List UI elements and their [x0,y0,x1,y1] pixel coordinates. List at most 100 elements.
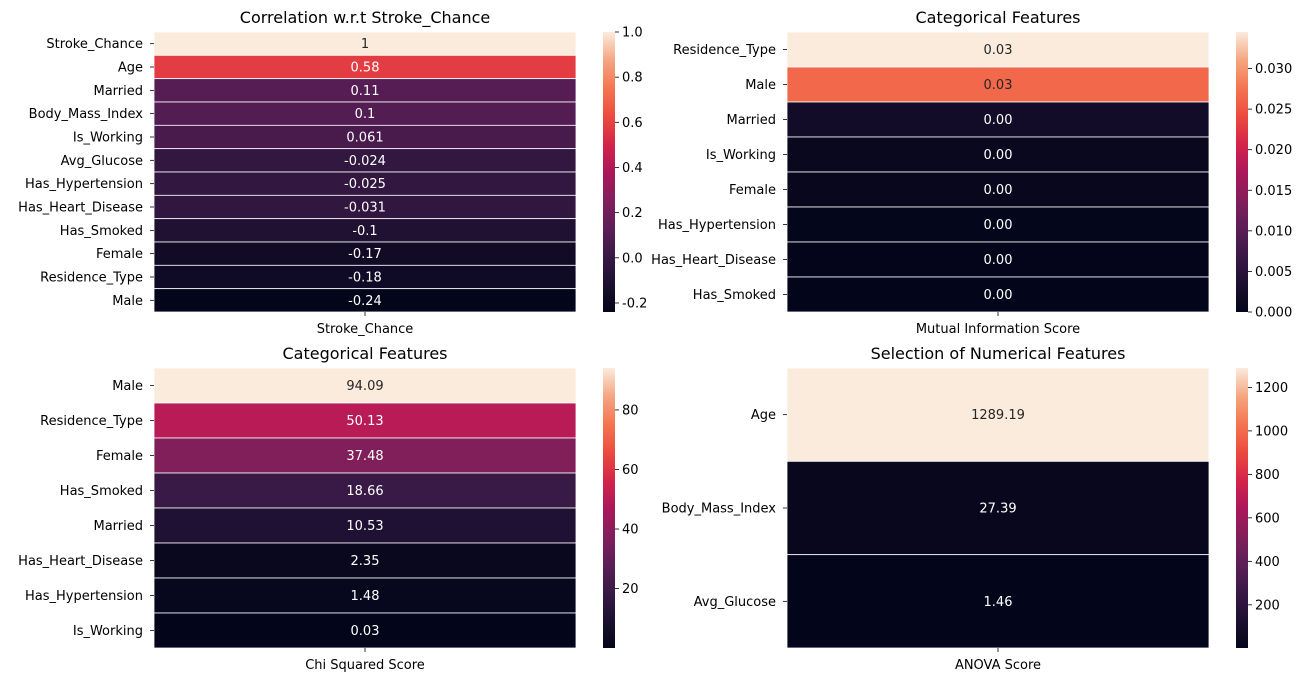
heatmap-cell [153,437,577,474]
heatmap-cell [786,460,1210,556]
cell-annotation: -0.24 [348,294,382,309]
cell-annotation: 1 [361,37,369,52]
y-tick-label: Male [112,379,143,394]
colorbar-tick-label: 40 [622,523,639,538]
y-tick-label: Avg_Glucose [694,595,776,610]
chart-title: Selection of Numerical Features [871,344,1126,363]
cell-annotation: 37.48 [346,449,383,464]
cell-annotation: 0.58 [351,61,380,76]
colorbar-tick-label: 60 [622,463,639,478]
y-tick-label: Avg_Glucose [61,154,143,169]
colorbar [1236,368,1248,648]
heatmap-panel-2: Categorical Features 0.03 Residence_Type 0.… [651,8,1292,337]
cell-annotation: -0.1 [352,224,377,239]
chart-title: Categorical Features [283,344,448,363]
chart-title: Categorical Features [916,8,1081,27]
y-tick-label: Is_Working [73,624,143,639]
cell-annotation: 0.00 [984,253,1013,268]
colorbar-tick-label: 1000 [1255,424,1288,439]
cell-annotation: 0.03 [984,43,1013,58]
heatmap-cell [153,402,577,439]
y-tick-label: Has_Heart_Disease [18,554,143,569]
y-tick-label: Male [112,294,143,309]
cell-annotation: 10.53 [346,519,383,534]
y-tick-label: Has_Heart_Disease [651,253,776,268]
cell-annotation: 1.48 [351,589,380,604]
cell-annotation: 50.13 [346,414,383,429]
cell-annotation: 0.00 [984,288,1013,303]
cell-annotation: -0.17 [348,247,382,262]
y-tick-label: Stroke_Chance [46,37,143,52]
heatmap-cell [153,577,577,614]
cell-annotation: 0.061 [346,131,383,146]
x-axis-label: Chi Squared Score [305,658,425,673]
cell-annotation: -0.18 [348,271,382,286]
colorbar-tick-label: 1200 [1255,381,1288,396]
cell-annotation: 94.09 [346,379,383,394]
cell-annotation: 0.03 [351,624,380,639]
cell-annotation: 0.00 [984,183,1013,198]
colorbar [603,368,615,648]
colorbar-tick-label: 0.6 [622,116,643,131]
colorbar-tick-label: 0.030 [1255,62,1292,77]
colorbar [603,32,615,312]
heatmap-cell [786,101,1210,138]
heatmap-cell [153,507,577,544]
cell-annotation: 0.03 [984,78,1013,93]
y-tick-label: Body_Mass_Index [662,502,777,517]
cell-annotation: 18.66 [346,484,383,499]
y-tick-label: Married [93,519,143,534]
heatmap-cell [786,206,1210,243]
colorbar-tick-label: 800 [1255,468,1280,483]
y-tick-label: Has_Hypertension [658,218,776,233]
heatmap-cell [786,66,1210,103]
colorbar-tick-label: 0.2 [622,206,643,221]
heatmap-cell [786,171,1210,208]
y-tick-label: Has_Smoked [693,288,776,303]
heatmap-panel-1: Correlation w.r.t Stroke_Chance 1 Stroke_C… [18,8,647,337]
colorbar-tick-label: 200 [1255,598,1280,613]
cell-annotation: 2.35 [351,554,380,569]
colorbar-tick-label: 0.020 [1255,143,1292,158]
cell-annotation: 0.00 [984,113,1013,128]
colorbar [1236,32,1248,312]
colorbar-tick-label: 0.010 [1255,224,1292,239]
cell-annotation: 0.00 [984,218,1013,233]
cell-annotation: 0.1 [355,107,376,122]
colorbar-tick-label: 0.015 [1255,184,1292,199]
heatmap-panel-3: Categorical Features 94.09 Male 50.13 Reside… [18,344,638,673]
cell-annotation: -0.024 [344,154,386,169]
heatmap-panel-4: Selection of Numerical Features 1289.19 Ag… [662,344,1288,673]
y-tick-label: Married [93,84,143,99]
heatmap-cell [786,276,1210,313]
heatmap-cell [153,367,577,404]
colorbar-tick-label: 400 [1255,555,1280,570]
y-tick-label: Female [96,449,143,464]
y-tick-label: Body_Mass_Index [29,107,144,122]
y-tick-label: Is_Working [73,131,143,146]
colorbar-tick-label: 80 [622,403,639,418]
chart-title: Correlation w.r.t Stroke_Chance [240,8,490,28]
colorbar-tick-label: 0.025 [1255,103,1292,118]
y-tick-label: Male [745,78,776,93]
y-tick-label: Age [751,408,776,423]
heatmap-cell [153,472,577,509]
colorbar-tick-label: 0.005 [1255,265,1292,280]
x-axis-label: Mutual Information Score [916,322,1080,337]
x-axis-label: Stroke_Chance [317,322,414,337]
y-tick-label: Has_Hypertension [25,589,143,604]
colorbar-tick-label: 20 [622,582,639,597]
cell-annotation: 0.11 [351,84,380,99]
colorbar-tick-label: 600 [1255,511,1280,526]
cell-annotation: 1.46 [984,595,1013,610]
x-axis-label: ANOVA Score [955,658,1041,673]
colorbar-tick-label: 1.0 [622,26,643,41]
y-tick-label: Residence_Type [40,414,143,429]
heatmap-cell [153,542,577,579]
y-tick-label: Residence_Type [673,43,776,58]
y-tick-label: Has_Hypertension [25,177,143,192]
colorbar-tick-label: -0.2 [622,296,647,311]
y-tick-label: Is_Working [706,148,776,163]
cell-annotation: 1289.19 [971,408,1025,423]
